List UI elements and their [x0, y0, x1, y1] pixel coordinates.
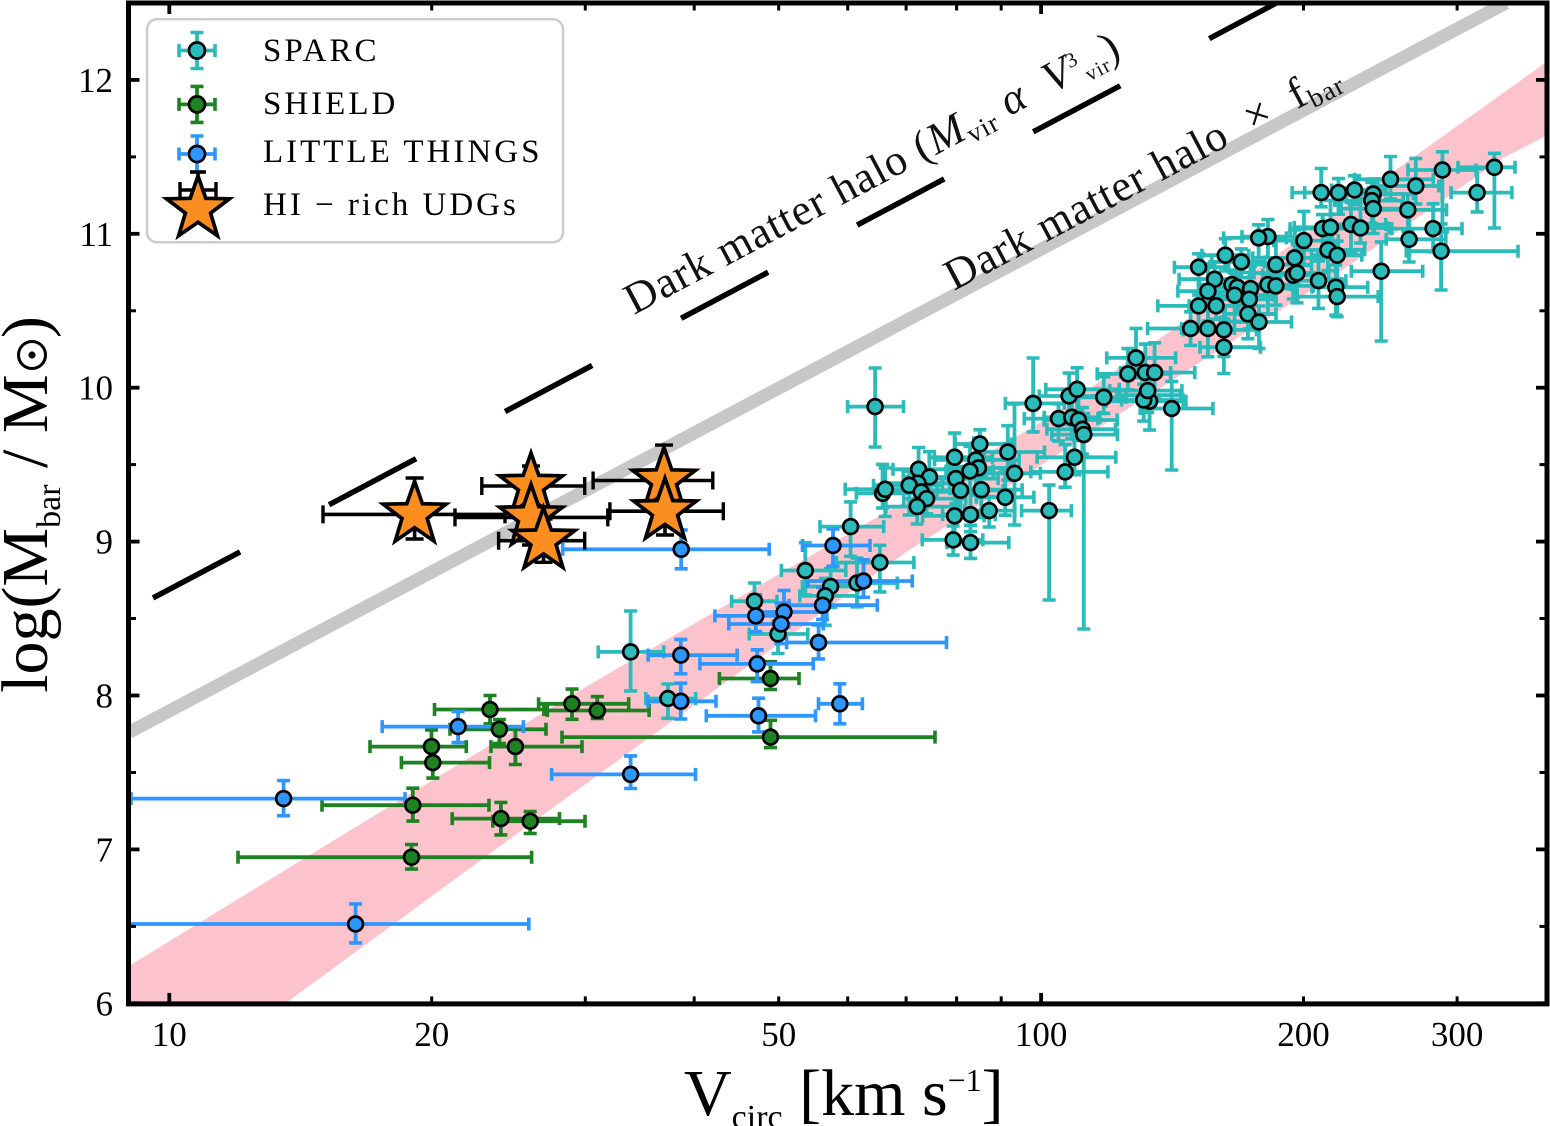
svg-text:100: 100 [1015, 1015, 1068, 1054]
svg-text:8: 8 [96, 677, 114, 716]
svg-text:200: 200 [1277, 1015, 1330, 1054]
svg-text:): ) [0, 316, 62, 338]
svg-text:11: 11 [79, 215, 113, 254]
svg-text:7: 7 [96, 830, 114, 869]
svg-text:HI − rich UDGs: HI − rich UDGs [263, 187, 519, 223]
svg-text:300: 300 [1431, 1015, 1484, 1054]
svg-text:10: 10 [78, 369, 113, 408]
svg-text:9: 9 [96, 523, 114, 562]
svg-text:50: 50 [761, 1015, 796, 1054]
svg-text:SPARC: SPARC [263, 33, 380, 69]
svg-text:log(Mbar / M: log(Mbar / M [0, 374, 68, 692]
svg-text:SHIELD: SHIELD [263, 86, 398, 122]
svg-text:12: 12 [78, 61, 113, 100]
svg-text:6: 6 [96, 984, 114, 1023]
svg-text:LITTLE THINGS: LITTLE THINGS [263, 134, 542, 170]
svg-text:10: 10 [152, 1015, 187, 1054]
svg-text:20: 20 [414, 1015, 449, 1054]
